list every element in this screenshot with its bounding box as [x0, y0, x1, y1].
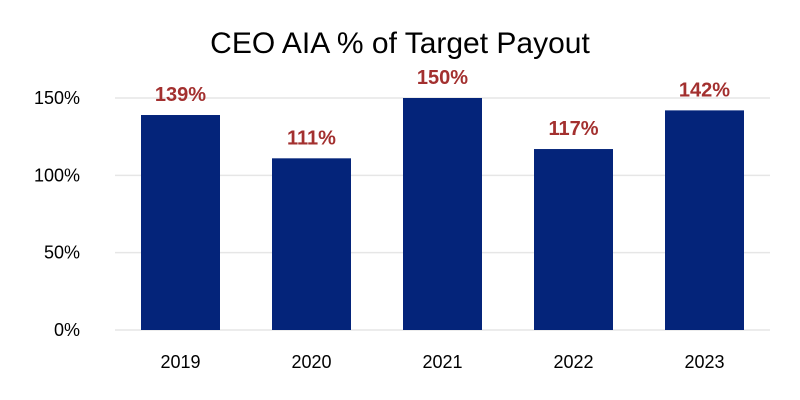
x-tick-label: 2020 — [291, 352, 331, 372]
x-tick-label: 2021 — [422, 352, 462, 372]
bar-2019 — [141, 115, 220, 330]
y-axis-ticks: 0% 50% 100% 150% — [34, 88, 80, 340]
data-label-2023: 142% — [679, 79, 730, 101]
x-tick-label: 2022 — [553, 352, 593, 372]
bars — [141, 98, 744, 330]
bar-2023 — [665, 110, 744, 330]
data-label-2019: 139% — [155, 84, 206, 106]
y-tick-label: 150% — [34, 88, 80, 108]
x-axis-ticks: 2019 2020 2021 2022 2023 — [160, 352, 724, 372]
x-tick-label: 2019 — [160, 352, 200, 372]
y-tick-label: 0% — [54, 320, 80, 340]
chart-title: CEO AIA % of Target Payout — [210, 27, 590, 60]
y-tick-label: 100% — [34, 165, 80, 185]
y-tick-label: 50% — [44, 243, 80, 263]
bar-2021 — [403, 98, 482, 330]
x-tick-label: 2023 — [684, 352, 724, 372]
bar-2022 — [534, 149, 613, 330]
data-label-2022: 117% — [548, 118, 598, 140]
data-label-2021: 150% — [417, 67, 468, 89]
data-label-2020: 111% — [287, 127, 336, 149]
bar-2020 — [272, 158, 351, 330]
data-labels: 139% 111% 150% 117% 142% — [155, 67, 730, 149]
